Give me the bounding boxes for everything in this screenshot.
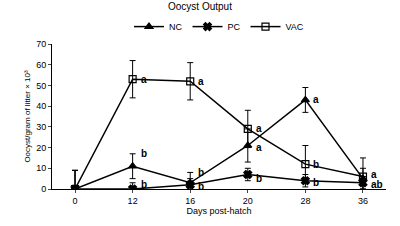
svg-text:20: 20 — [243, 196, 253, 206]
svg-text:a: a — [313, 94, 319, 105]
svg-text:0: 0 — [41, 184, 46, 194]
svg-text:20: 20 — [36, 143, 46, 153]
svg-text:28: 28 — [300, 196, 310, 206]
svg-text:NC: NC — [169, 22, 182, 32]
svg-text:b: b — [141, 179, 147, 190]
svg-text:Oocyst Output: Oocyst Output — [168, 1, 232, 12]
svg-text:b: b — [141, 148, 147, 159]
svg-text:16: 16 — [185, 196, 195, 206]
svg-text:a: a — [371, 169, 377, 180]
svg-text:a: a — [256, 142, 262, 153]
svg-text:70: 70 — [36, 39, 46, 49]
svg-text:ab: ab — [371, 179, 383, 190]
svg-text:50: 50 — [36, 81, 46, 91]
svg-text:10: 10 — [36, 163, 46, 173]
svg-text:VAC: VAC — [286, 22, 304, 32]
svg-text:b: b — [198, 167, 204, 178]
svg-text:a: a — [198, 76, 204, 87]
svg-text:12: 12 — [128, 196, 138, 206]
svg-text:a: a — [256, 123, 262, 134]
svg-text:Oocyst/gram of litter × 10³: Oocyst/gram of litter × 10³ — [23, 70, 32, 163]
svg-text:PC: PC — [228, 22, 241, 32]
svg-text:b: b — [313, 159, 319, 170]
svg-text:a: a — [141, 74, 147, 85]
svg-text:b: b — [198, 181, 204, 192]
svg-text:40: 40 — [36, 101, 46, 111]
svg-text:0: 0 — [73, 196, 78, 206]
svg-text:30: 30 — [36, 122, 46, 132]
svg-text:Days post-hatch: Days post-hatch — [186, 206, 251, 216]
svg-text:36: 36 — [358, 196, 368, 206]
svg-text:60: 60 — [36, 60, 46, 70]
svg-text:b: b — [256, 173, 262, 184]
svg-text:b: b — [313, 177, 319, 188]
